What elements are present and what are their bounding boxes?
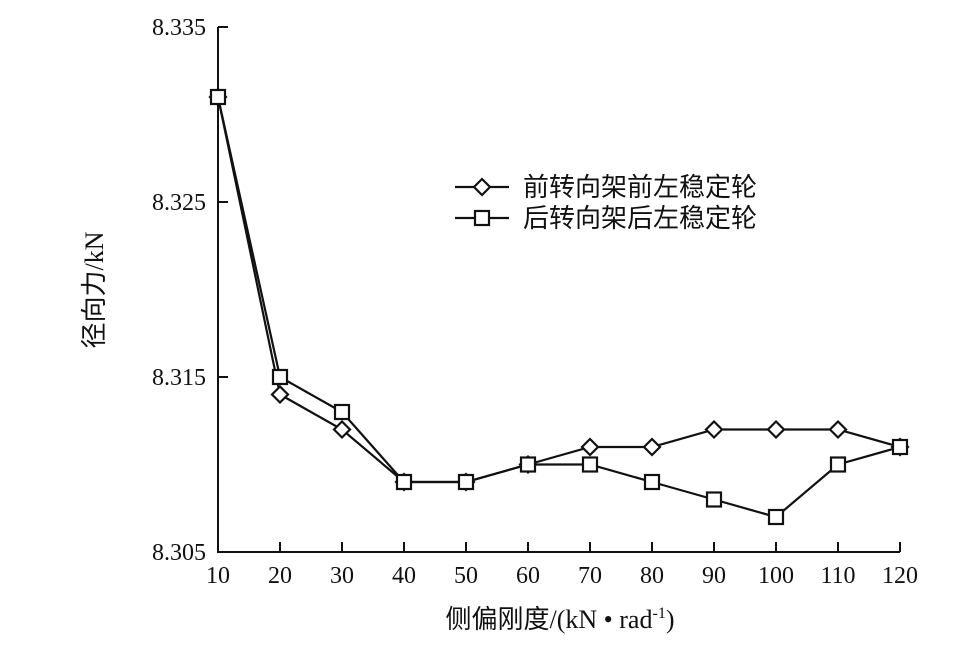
series-1-point [642, 437, 662, 457]
series-line-2 [216, 96, 901, 519]
series-2-point [271, 368, 289, 386]
legend-marker-diamond [472, 177, 492, 197]
y-tick-label: 8.305 [152, 540, 206, 566]
series-1-point [270, 384, 290, 405]
series-1-point [332, 419, 352, 440]
x-tick-label: 50 [454, 563, 478, 589]
series-2-point [891, 438, 909, 456]
series-2-point [829, 456, 847, 473]
x-axis-label: 侧偏刚度/(kN • rad-1) [446, 605, 675, 634]
series-2-point [643, 473, 661, 491]
x-tick-label: 100 [758, 563, 794, 589]
x-tick-label: 10 [206, 563, 230, 589]
x-axis-label-suffix: ) [666, 605, 675, 634]
series-2-point [705, 491, 723, 508]
series-2-point [209, 88, 227, 106]
x-tick-label: 60 [516, 563, 540, 589]
x-axis-label-sup: -1 [652, 605, 665, 622]
x-tick-label: 80 [640, 563, 664, 589]
legend-label-series-1: 前转向架前左稳定轮 [523, 173, 757, 202]
y-axis-label: 径向力/kN [80, 231, 109, 348]
legend-marker-square [473, 209, 491, 227]
series-2-point [581, 456, 599, 473]
series-layer [208, 87, 910, 526]
series-2-point [519, 456, 537, 473]
legend: 前转向架前左稳定轮 后转向架后左稳定轮 [455, 173, 757, 233]
x-tick-label: 90 [702, 563, 726, 589]
series-1-point [580, 437, 600, 457]
axes: 8.305 8.315 8.325 8.335 10 20 30 40 50 60 70 80 90 10… [152, 15, 918, 589]
series-2-point [395, 473, 413, 491]
y-tick-label: 8.315 [152, 365, 206, 391]
series-2-point [457, 473, 475, 491]
x-tick-label: 120 [882, 563, 918, 589]
x-tick-label: 20 [268, 563, 292, 589]
y-tick-label: 8.335 [152, 15, 206, 41]
x-tick-label: 40 [392, 563, 416, 589]
x-tick-label: 30 [330, 563, 354, 589]
series-1-point [766, 419, 786, 440]
y-tick-label: 8.325 [152, 190, 206, 216]
series-2-point [333, 403, 351, 421]
series-line-1 [216, 96, 901, 484]
legend-label-series-2: 后转向架后左稳定轮 [523, 204, 757, 233]
series-1-point [704, 419, 724, 440]
series-2-point [767, 508, 785, 526]
x-tick-label: 70 [578, 563, 602, 589]
axis-frame [217, 27, 900, 553]
x-tick-label: 110 [820, 563, 855, 589]
x-axis-label-main: 侧偏刚度/(kN • rad [446, 605, 653, 634]
series-1-point [828, 419, 848, 440]
